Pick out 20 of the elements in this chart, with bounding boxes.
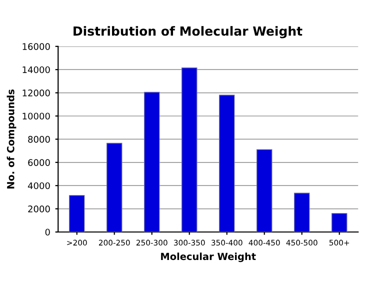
bar [256, 149, 272, 232]
bar [332, 213, 348, 232]
x-axis-title: Molecular Weight [161, 252, 256, 262]
y-tick-label: 6000 [28, 159, 50, 166]
bar [294, 192, 310, 232]
y-tick-label: 12000 [22, 90, 50, 96]
y-tick-label: 2000 [28, 206, 50, 212]
y-tick-label: 16000 [22, 43, 50, 50]
y-tick-label: 14000 [22, 66, 50, 74]
y-axis-title: No. of Compounds [6, 89, 16, 188]
bar [69, 195, 85, 232]
y-tick-label: 10000 [22, 112, 50, 120]
bar [219, 94, 235, 232]
bar [182, 68, 198, 232]
bar [106, 142, 122, 232]
y-tick-label: 4000 [28, 182, 50, 190]
bar [144, 92, 160, 232]
y-tick-label: 8000 [28, 136, 50, 143]
chart-title: Distribution of Molecular Weight [74, 26, 302, 38]
y-tick-label: 0 [45, 228, 50, 236]
